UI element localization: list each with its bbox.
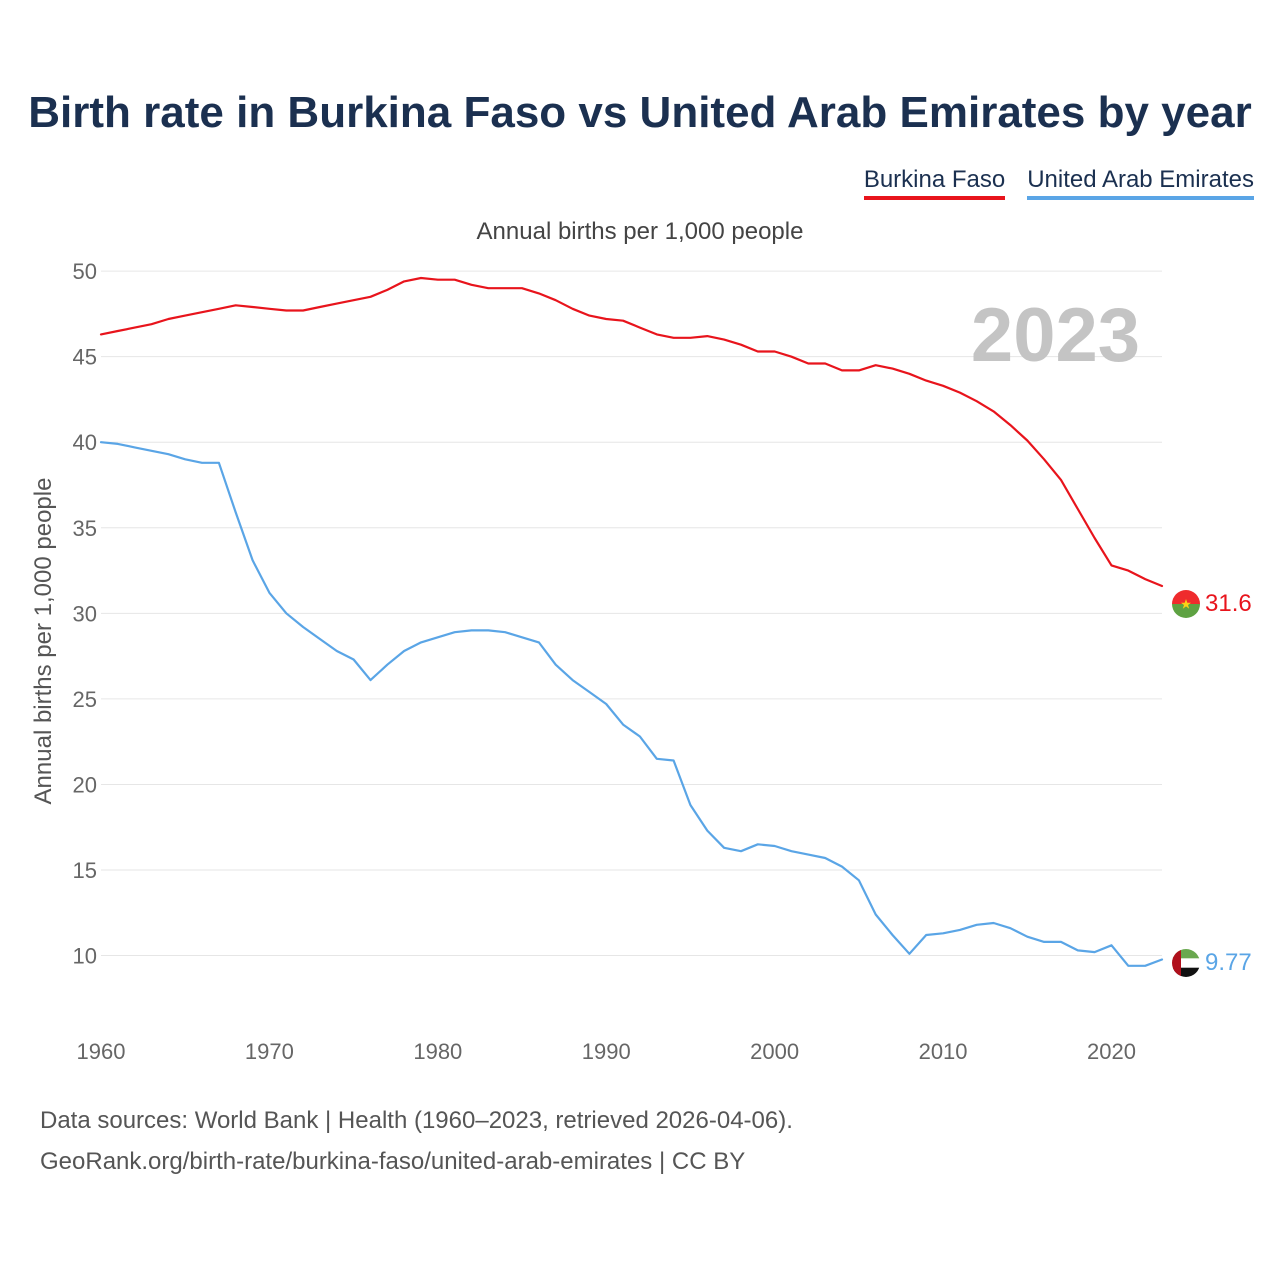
series-line-burkina-faso[interactable] [99, 276, 1164, 588]
y-tick-label: 35 [73, 516, 97, 541]
x-tick-label: 1960 [77, 1039, 126, 1064]
chart-title: Birth rate in Burkina Faso vs United Ara… [28, 88, 1252, 137]
x-tick-label: 2020 [1087, 1039, 1136, 1064]
y-tick-label: 40 [73, 430, 97, 455]
x-tick-label: 2000 [750, 1039, 799, 1064]
y-axis-ticks: 10 15 20 25 30 35 40 45 50 [73, 259, 97, 968]
x-tick-label: 1970 [245, 1039, 294, 1064]
y-tick-label: 10 [73, 944, 97, 969]
y-tick-label: 30 [73, 601, 97, 626]
x-tick-label: 1980 [413, 1039, 462, 1064]
chart-subtitle: Annual births per 1,000 people [476, 218, 804, 245]
footer-credit-link[interactable]: GeoRank.org/birth-rate/burkina-faso/unit… [40, 1148, 746, 1175]
y-tick-label: 20 [73, 772, 97, 797]
y-tick-label: 50 [73, 259, 97, 284]
series-line-united-arab-emirates[interactable] [99, 441, 1164, 967]
x-tick-label: 2010 [919, 1039, 968, 1064]
y-axis-label: Annual births per 1,000 people [30, 478, 57, 805]
legend-item-burkina-faso[interactable]: Burkina Faso [863, 166, 1006, 200]
legend: Burkina Faso United Arab Emirates [863, 166, 1254, 200]
y-tick-label: 45 [73, 345, 97, 370]
uae-flag-icon [1172, 949, 1200, 977]
end-label-burkina-faso: 31.6 [1205, 590, 1252, 617]
watermark-year: 2023 [971, 293, 1140, 378]
x-axis-ticks: 1960 1970 1980 1990 2000 2010 2020 [77, 1039, 1136, 1064]
y-tick-label: 15 [73, 858, 97, 883]
x-tick-label: 1990 [582, 1039, 631, 1064]
legend-item-united-arab-emirates[interactable]: United Arab Emirates [1027, 166, 1254, 200]
grid-lines [101, 270, 1162, 957]
footer-source: Data sources: World Bank | Health (1960–… [40, 1107, 793, 1134]
y-tick-label: 25 [73, 687, 97, 712]
end-label-united-arab-emirates: 9.77 [1205, 949, 1252, 976]
series-lines [99, 276, 1164, 967]
burkina-faso-flag-icon [1172, 590, 1200, 618]
